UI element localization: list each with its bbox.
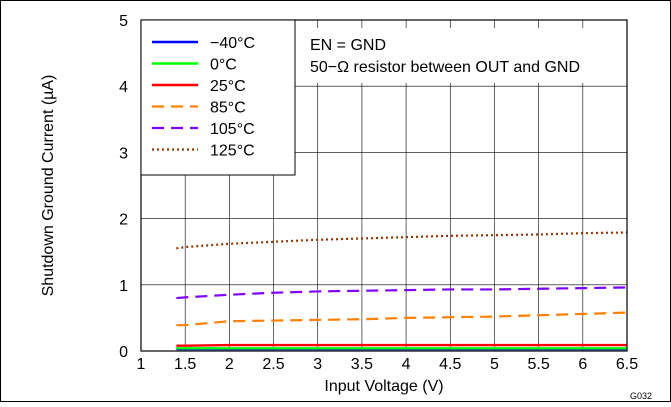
x-tick-label: 1.5 (174, 356, 196, 373)
plot-frame (140, 19, 628, 352)
annotation-backdrop (300, 28, 625, 83)
series-line (176, 343, 627, 347)
x-tick-label: 5 (490, 356, 499, 373)
y-tick-label: 1 (119, 278, 128, 295)
legend-label: 105°C (210, 121, 255, 138)
series-line (176, 286, 628, 300)
y-tick-label: 2 (119, 212, 128, 229)
x-axis-title: Input Voltage (V) (324, 378, 443, 395)
legend-label: −40°C (210, 35, 255, 52)
legend-label: 0°C (210, 57, 237, 74)
x-tick-label: 4.5 (439, 356, 461, 373)
x-tick-label: 1 (137, 356, 146, 373)
legend-label: 85°C (210, 100, 246, 117)
x-tick-label: 6.5 (616, 356, 638, 373)
annotation-resistor: 50−Ω resistor between OUT and GND (310, 59, 580, 76)
series-line (176, 231, 628, 250)
legend-label: 125°C (210, 143, 255, 160)
y-tick-label: 0 (119, 344, 128, 361)
x-tick-label: 2 (225, 356, 234, 373)
x-tick-label: 4 (402, 356, 411, 373)
y-tick-labels: 0 1 2 3 4 5 (119, 13, 128, 361)
x-tick-label: 6 (578, 356, 587, 373)
legend-label: 25°C (210, 78, 246, 95)
x-tick-label: 3 (313, 356, 322, 373)
x-tick-label: 2.5 (262, 356, 284, 373)
y-tick-label: 5 (119, 13, 128, 30)
series-lines (176, 231, 628, 351)
annotation-en: EN = GND (310, 37, 386, 54)
x-tick-label: 3.5 (351, 356, 373, 373)
annotation-block: EN = GND 50−Ω resistor between OUT and G… (300, 28, 625, 83)
series-line (176, 311, 628, 327)
x-tick-labels: 1 1.5 2 2.5 3 3.5 4 4.5 5 5.5 6 6.5 (137, 356, 639, 373)
y-tick-label: 3 (119, 145, 128, 162)
axes (140, 19, 628, 352)
legend-box (140, 19, 296, 176)
x-tick-label: 5.5 (528, 356, 550, 373)
y-axis-title: Shutdown Ground Current (µA) (40, 75, 57, 297)
figure-id: G032 (630, 391, 652, 401)
legend: −40°C 0°C 25°C 85°C 105°C 125°C (140, 19, 296, 176)
y-tick-label: 4 (119, 79, 128, 96)
